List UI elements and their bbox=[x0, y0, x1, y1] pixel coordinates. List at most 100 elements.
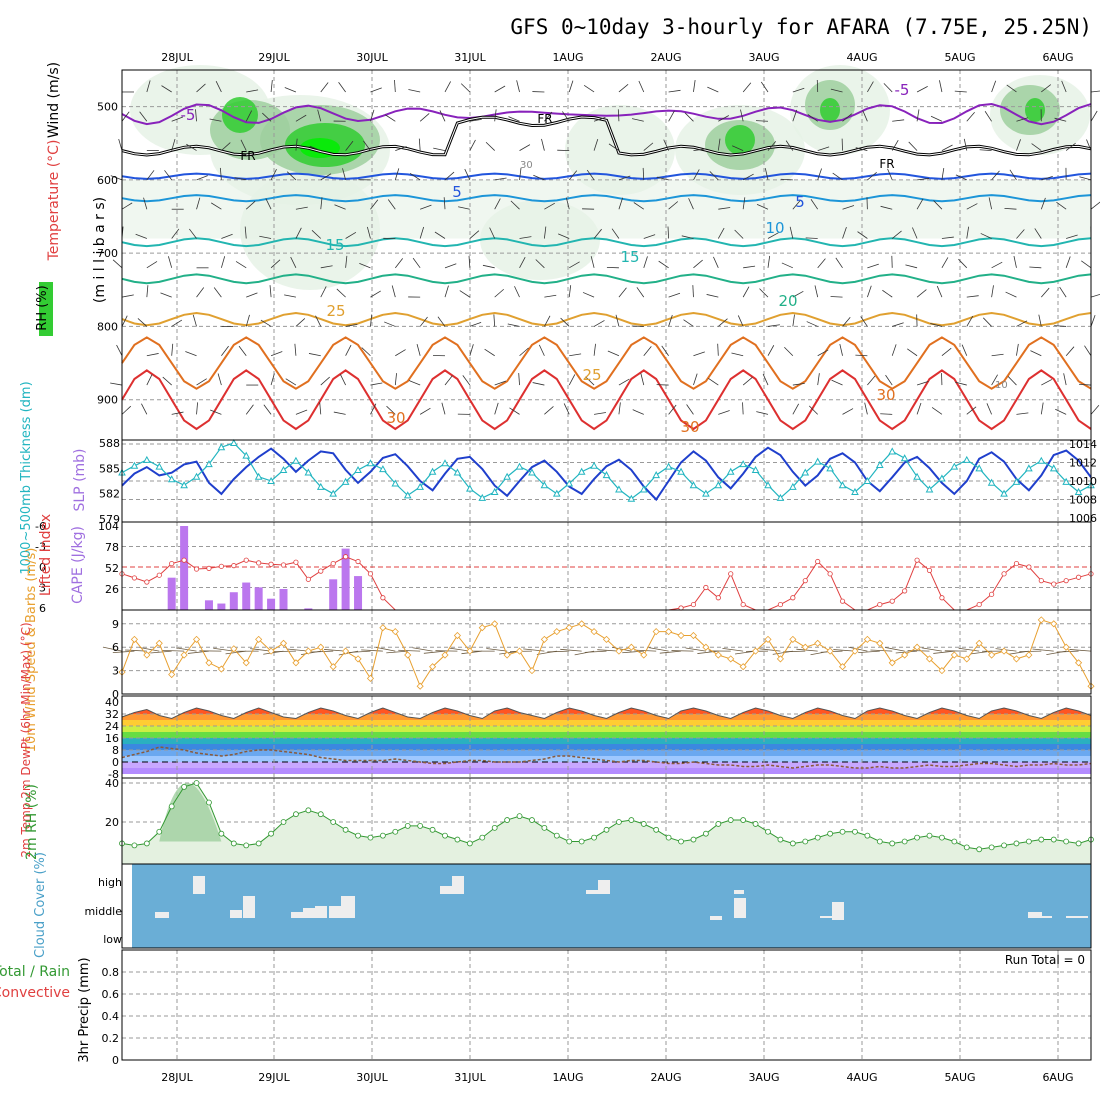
precip-tick-label: 0.8 bbox=[102, 966, 120, 979]
rh2m-point bbox=[132, 843, 137, 848]
cape-bar bbox=[205, 600, 213, 610]
thickness-label: 1000~500mb Thickness (dm) bbox=[19, 381, 34, 574]
precip-total-label: Total / Rain bbox=[0, 964, 70, 980]
cape-bar bbox=[242, 583, 250, 610]
cape-tick-label: 78 bbox=[105, 541, 119, 554]
rh2m-point bbox=[529, 818, 534, 823]
temp-band bbox=[122, 750, 1091, 756]
cloud-cover-block bbox=[155, 912, 169, 918]
pressure-tick-label: 500 bbox=[97, 101, 118, 114]
cloud-cover-block bbox=[329, 906, 341, 918]
rh2m-point bbox=[753, 821, 758, 826]
rh2m-point bbox=[741, 818, 746, 823]
temp-band bbox=[122, 720, 1091, 726]
cloud-cover-block bbox=[734, 890, 744, 894]
lifted-index-point bbox=[182, 558, 186, 562]
rh2m-point bbox=[356, 833, 361, 838]
date-label-bottom: 2AUG bbox=[650, 1071, 681, 1084]
lifted-index-point bbox=[803, 578, 807, 582]
rh2m-point bbox=[182, 784, 187, 789]
temp-band bbox=[122, 768, 1091, 774]
rh2m-point bbox=[790, 841, 795, 846]
lifted-index-point bbox=[828, 572, 832, 576]
rh2m-point bbox=[592, 835, 597, 840]
lifted-index-point bbox=[194, 567, 198, 571]
rh2m-point bbox=[629, 818, 634, 823]
rh2m-point bbox=[915, 835, 920, 840]
rh-shade-area bbox=[820, 98, 840, 122]
cape-bar bbox=[255, 587, 263, 610]
date-label-top: 28JUL bbox=[161, 51, 193, 64]
date-label-bottom: 4AUG bbox=[846, 1071, 877, 1084]
lifted-index-point bbox=[890, 599, 894, 603]
precip-label: 3hr Precip (mm) bbox=[77, 957, 92, 1062]
rh2m-point bbox=[815, 835, 820, 840]
date-label-bottom: 3AUG bbox=[748, 1071, 779, 1084]
rh2m-point bbox=[194, 781, 199, 786]
temp-band bbox=[122, 738, 1091, 744]
rh2m-point bbox=[206, 800, 211, 805]
lifted-index-point bbox=[319, 569, 323, 573]
rh2m-point bbox=[256, 841, 261, 846]
cape-tick-label: 104 bbox=[98, 520, 119, 533]
cloud-tick-label: low bbox=[103, 933, 122, 946]
rh2m-point bbox=[1076, 841, 1081, 846]
temperature-contour-label: 25 bbox=[582, 366, 601, 384]
lifted-index-point bbox=[1064, 578, 1068, 582]
cloud-cover-block bbox=[193, 876, 205, 894]
lifted-index-point bbox=[157, 573, 161, 577]
lifted-index-point bbox=[989, 592, 993, 596]
run-total-label: Run Total = 0 bbox=[1005, 953, 1085, 967]
lifted-index-point bbox=[244, 558, 248, 562]
lifted-index-point bbox=[343, 555, 347, 559]
thickness-tick-label: 588 bbox=[99, 437, 120, 450]
lifted-index-point bbox=[778, 602, 782, 606]
lifted-index-point bbox=[132, 576, 136, 580]
rh2m-point bbox=[169, 804, 174, 809]
cloud-cover-label: Cloud Cover (%) bbox=[33, 852, 48, 958]
lifted-index-point bbox=[977, 602, 981, 606]
rh2m-point bbox=[269, 831, 274, 836]
temp-band bbox=[122, 732, 1091, 738]
lifted-index-point bbox=[704, 585, 708, 589]
rh2m-point bbox=[977, 847, 982, 852]
rh2m-point bbox=[505, 818, 510, 823]
lifted-index-point bbox=[878, 602, 882, 606]
slp-tick-label: 1010 bbox=[1069, 475, 1097, 488]
cloud-cover-block bbox=[341, 896, 355, 918]
cloud-cover-block bbox=[734, 898, 746, 918]
wind-barb-10m bbox=[274, 651, 296, 652]
rh2m-point bbox=[157, 829, 162, 834]
rh2m-point bbox=[877, 839, 882, 844]
rh2m-point bbox=[778, 837, 783, 842]
rh2m-point bbox=[616, 820, 621, 825]
rh2m-point bbox=[1039, 837, 1044, 842]
rh2m-point bbox=[219, 831, 224, 836]
cloud-cover-block bbox=[303, 908, 315, 918]
rh-shade-band bbox=[122, 180, 1091, 239]
lifted-index-point bbox=[256, 561, 260, 565]
rh2m-point bbox=[852, 829, 857, 834]
temperature-contour-label: 30 bbox=[680, 418, 699, 436]
rh2m-point bbox=[343, 827, 348, 832]
lifted-index-point bbox=[1027, 565, 1031, 569]
rh2m-point bbox=[641, 821, 646, 826]
rh2m-point bbox=[840, 829, 845, 834]
rh2m-label: 2m RH (%) bbox=[24, 784, 40, 860]
rh2m-point bbox=[293, 812, 298, 817]
cloud-cover-block bbox=[710, 916, 722, 920]
upper-air-wind-label: Wind (m/s) bbox=[46, 62, 62, 138]
rh2m-point bbox=[828, 831, 833, 836]
lifted-index-point bbox=[1076, 575, 1080, 579]
rh2m-point bbox=[231, 841, 236, 846]
rh2m-point bbox=[716, 821, 721, 826]
cloud-cover-background bbox=[132, 864, 1091, 948]
temperature-contour-label: -5 bbox=[895, 81, 910, 99]
date-label-top: 5AUG bbox=[944, 51, 975, 64]
rh2m-point bbox=[380, 833, 385, 838]
rh2m-point bbox=[430, 827, 435, 832]
rh2m-point bbox=[579, 839, 584, 844]
rh2m-point bbox=[144, 841, 149, 846]
cloud-tick-label: middle bbox=[84, 905, 122, 918]
precip-tick-label: 0.4 bbox=[102, 1010, 120, 1023]
